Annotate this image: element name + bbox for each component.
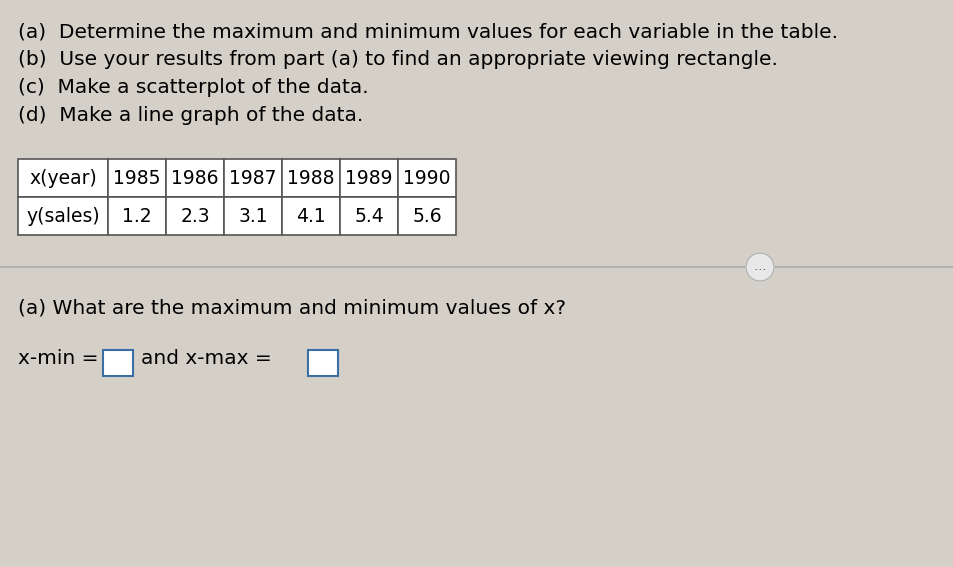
- Text: (b)  Use your results from part (a) to find an appropriate viewing rectangle.: (b) Use your results from part (a) to fi…: [18, 50, 777, 69]
- Text: 1985: 1985: [113, 168, 161, 188]
- Text: …: …: [753, 260, 765, 273]
- Bar: [224, 197, 282, 235]
- Bar: [108, 197, 166, 235]
- Bar: [18, 159, 108, 197]
- Bar: [224, 159, 282, 197]
- Bar: [108, 159, 166, 197]
- Bar: [397, 159, 456, 197]
- Text: 5.6: 5.6: [412, 206, 441, 226]
- Text: 2.3: 2.3: [180, 206, 210, 226]
- Bar: [166, 197, 224, 235]
- Text: (a)  Determine the maximum and minimum values for each variable in the table.: (a) Determine the maximum and minimum va…: [18, 22, 837, 41]
- Text: 1987: 1987: [229, 168, 276, 188]
- Text: 1988: 1988: [287, 168, 335, 188]
- Text: 5.4: 5.4: [354, 206, 383, 226]
- Circle shape: [745, 253, 773, 281]
- Text: 1986: 1986: [172, 168, 218, 188]
- Text: 4.1: 4.1: [295, 206, 326, 226]
- Text: and x-max =: and x-max =: [141, 349, 272, 368]
- Bar: [339, 159, 397, 197]
- Bar: [397, 197, 456, 235]
- Text: (a) What are the maximum and minimum values of x?: (a) What are the maximum and minimum val…: [18, 299, 565, 318]
- Bar: [103, 350, 132, 376]
- Bar: [308, 350, 337, 376]
- Bar: [282, 197, 339, 235]
- Text: (d)  Make a line graph of the data.: (d) Make a line graph of the data.: [18, 106, 363, 125]
- Text: 1.2: 1.2: [122, 206, 152, 226]
- Bar: [18, 197, 108, 235]
- Text: x(year): x(year): [30, 168, 97, 188]
- Bar: [339, 197, 397, 235]
- Text: (c)  Make a scatterplot of the data.: (c) Make a scatterplot of the data.: [18, 78, 368, 97]
- Text: y(sales): y(sales): [26, 206, 100, 226]
- Text: 1990: 1990: [403, 168, 450, 188]
- Text: 3.1: 3.1: [238, 206, 268, 226]
- Text: x-min =: x-min =: [18, 349, 98, 368]
- Text: 1989: 1989: [345, 168, 393, 188]
- Bar: [282, 159, 339, 197]
- Bar: [166, 159, 224, 197]
